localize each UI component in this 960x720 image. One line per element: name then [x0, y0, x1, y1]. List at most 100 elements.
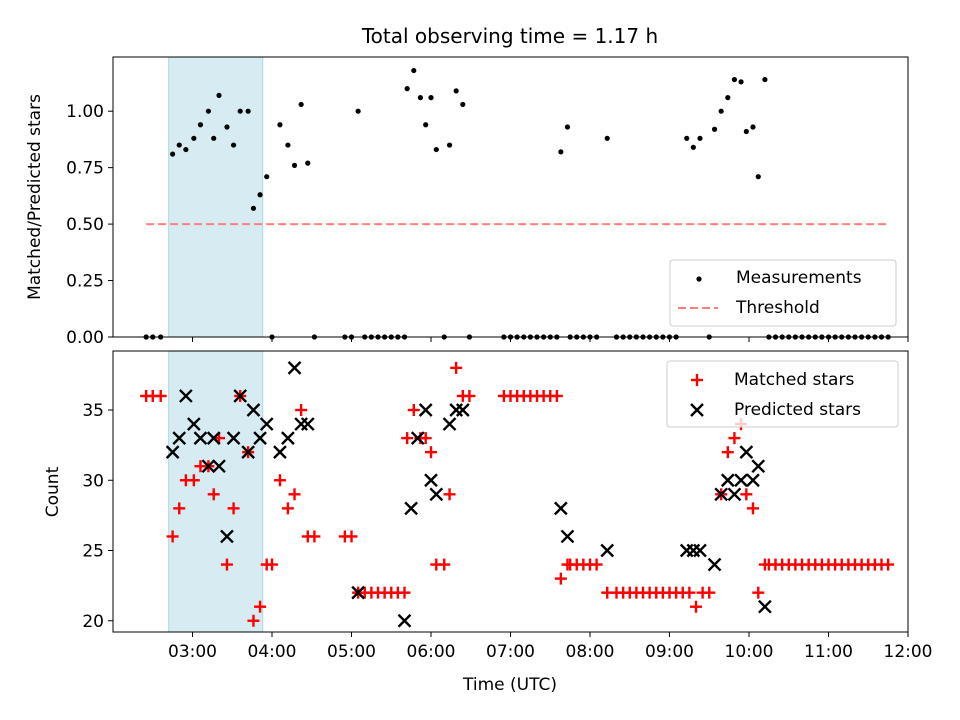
matched-star-point — [407, 404, 420, 417]
counts-x-ticks: 03:00 04:00 05:00 06:00 07:00 08:00 09:00 10:00… — [168, 632, 933, 662]
predicted-star-point — [554, 501, 568, 516]
matched-star-point — [273, 474, 286, 487]
measurement-point — [257, 192, 263, 198]
measurement-point — [762, 76, 768, 83]
measurement-point — [216, 92, 222, 98]
matched-star-point — [740, 488, 753, 501]
measurement-point — [211, 135, 217, 141]
predicted-star-point — [746, 473, 760, 488]
predicted-star-point — [455, 403, 470, 417]
measurement-point — [725, 95, 731, 101]
matched-star-point — [166, 530, 179, 543]
matched-star-point — [345, 530, 358, 543]
predicted-star-point — [241, 445, 255, 460]
legend-predicted-label: Predicted stars — [734, 400, 861, 420]
matched-star-point — [266, 558, 278, 571]
predicted-star-point — [442, 417, 457, 431]
x-axis-label: Time (UTC) — [462, 675, 557, 695]
measurement-point — [738, 79, 744, 85]
matched-star-point — [295, 404, 308, 417]
measurement-point — [604, 135, 610, 141]
predicted-star-point — [720, 473, 735, 488]
measurement-point — [250, 205, 257, 211]
measurement-point — [697, 135, 703, 141]
measurement-point — [237, 108, 243, 114]
x-tick-label: 04:00 — [248, 642, 297, 662]
matched-star-point — [419, 432, 432, 445]
measurement-point — [417, 95, 423, 101]
measurement-point — [750, 124, 756, 130]
predicted-star-point — [734, 473, 748, 488]
measurement-point — [224, 124, 230, 130]
figure-title: Total observing time = 1.17 h — [361, 24, 658, 48]
predicted-star-point — [220, 529, 234, 544]
y-tick-label: 20 — [82, 612, 104, 632]
legend-matched-marker — [691, 374, 703, 386]
x-tick-label: 06:00 — [407, 642, 456, 662]
counts-legend: Matched stars Predicted stars — [666, 360, 899, 428]
predicted-star-point — [212, 459, 226, 474]
predicted-star-point — [172, 431, 187, 445]
measurement-point — [564, 124, 571, 130]
predicted-star-point — [727, 487, 742, 502]
measurement-point — [298, 101, 304, 108]
measurement-point — [285, 142, 291, 148]
matched-star-point — [590, 558, 603, 571]
predicted-star-point — [397, 613, 412, 628]
measurement-point — [264, 174, 270, 180]
predicted-star-point — [206, 431, 221, 445]
matched-star-point — [728, 432, 741, 445]
y-tick-label: 1.00 — [66, 102, 104, 122]
measurement-point — [355, 108, 361, 114]
matched-star-point — [690, 600, 702, 613]
y-tick-label: 0.50 — [66, 215, 104, 235]
x-tick-label: 12:00 — [884, 642, 933, 662]
matched-star-point — [154, 389, 167, 402]
matched-star-point — [443, 488, 456, 501]
predicted-star-point — [253, 431, 267, 445]
predicted-star-point — [179, 389, 193, 403]
measurement-point — [433, 146, 439, 153]
x-tick-label: 03:00 — [168, 642, 217, 662]
predicted-star-point — [165, 445, 180, 460]
measurement-point — [731, 76, 738, 83]
matched-star-point — [220, 558, 233, 571]
matched-star-point — [882, 558, 895, 571]
matched-star-point — [398, 586, 411, 599]
matched-star-point — [683, 586, 696, 599]
predicted-star-point — [429, 487, 444, 502]
x-tick-label: 10:00 — [725, 642, 774, 662]
predicted-star-point — [226, 431, 241, 445]
matched-star-point — [425, 446, 437, 459]
predicted-star-point — [193, 431, 208, 445]
measurement-point — [291, 162, 298, 168]
y-tick-label: 25 — [82, 542, 104, 562]
matched-star-point — [308, 530, 321, 543]
measurement-point — [170, 151, 176, 157]
matched-star-point — [450, 361, 463, 374]
matched-star-point — [288, 488, 301, 501]
ratio-legend: Measurements Threshold — [669, 259, 897, 327]
ratio-x-ticks — [192, 337, 909, 342]
predicted-star-point — [758, 599, 772, 614]
predicted-star-point — [600, 543, 615, 558]
predicted-star-point — [707, 557, 722, 572]
observing-span-band — [168, 56, 264, 338]
y-tick-label: 35 — [82, 401, 104, 421]
y-tick-label: 0.00 — [66, 328, 104, 348]
measurement-point — [460, 101, 466, 108]
measurement-point — [446, 142, 453, 148]
matched-star-point — [703, 586, 716, 599]
predicted-star-point — [751, 459, 766, 474]
matched-star-point — [254, 600, 267, 613]
y-tick-label: 30 — [82, 471, 104, 491]
x-tick-label: 11:00 — [804, 642, 853, 662]
predicted-star-point — [410, 431, 425, 445]
measurement-point — [176, 142, 182, 148]
y-tick-label: 0.75 — [66, 159, 104, 179]
predicted-star-point — [246, 403, 261, 417]
measurement-point — [197, 122, 204, 128]
